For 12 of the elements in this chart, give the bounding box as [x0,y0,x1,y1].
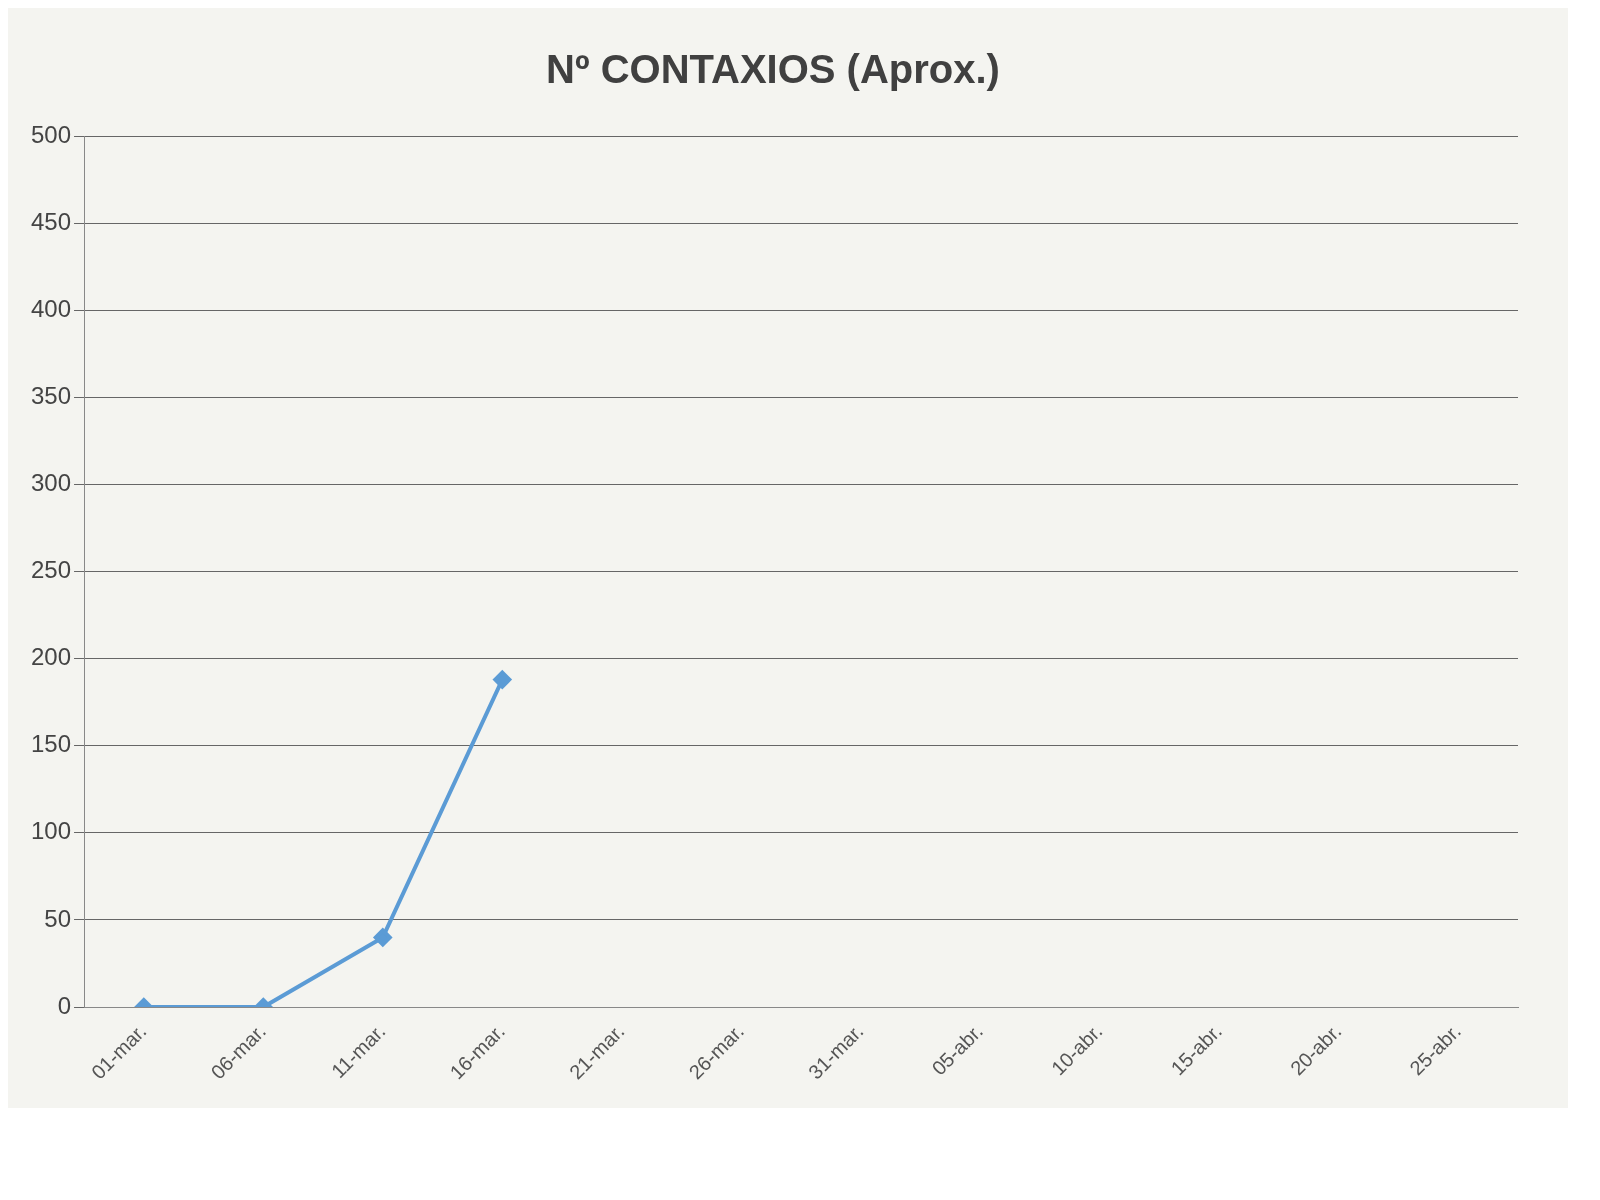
y-tick-label: 300 [31,469,72,497]
y-tick-label: 200 [31,643,72,671]
y-tick-label: 100 [31,817,72,845]
y-tick-label: 0 [57,991,72,1019]
y-tick-label: 50 [44,904,72,932]
y-tick-label: 150 [31,730,72,758]
y-tick-label: 500 [31,120,72,148]
y-tick-label: 450 [31,207,72,235]
y-tick-label: 400 [31,294,72,322]
chart-title: Nº CONTAXIOS (Aprox.) [546,47,1000,92]
y-tick-label: 350 [31,381,72,409]
y-tick-label: 250 [31,556,72,584]
